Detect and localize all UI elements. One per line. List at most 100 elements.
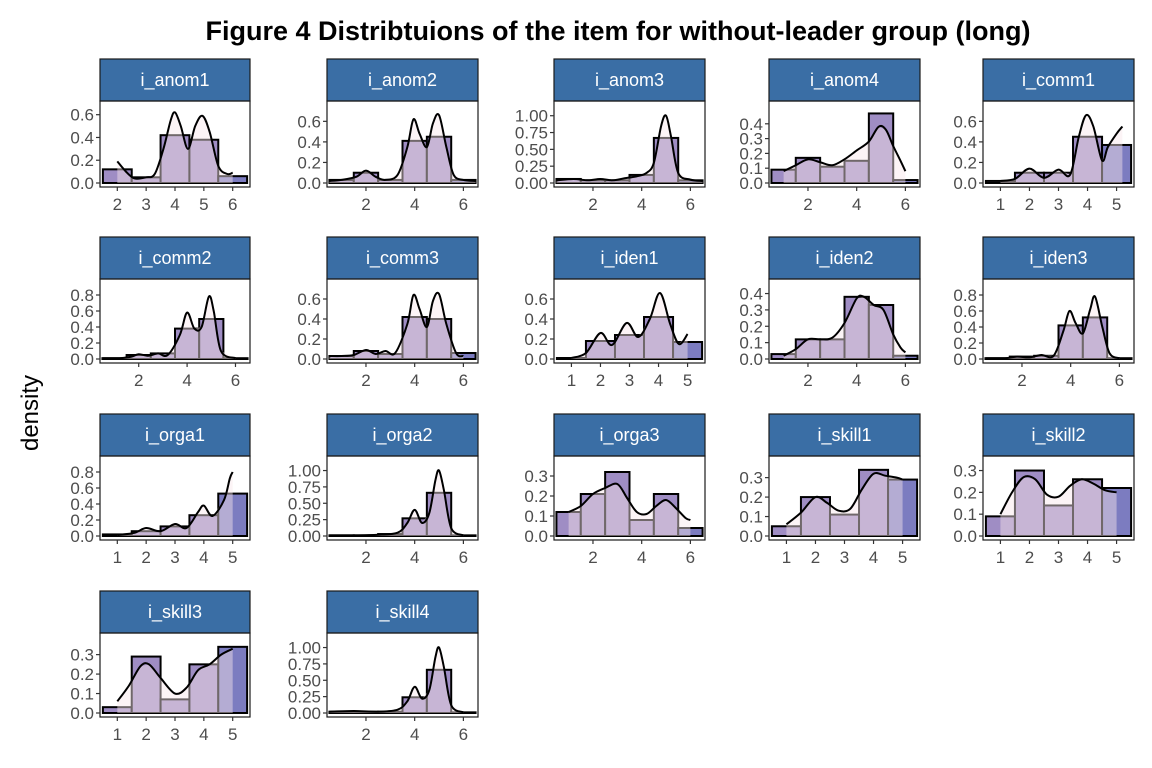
y-tick-label: 0.0 <box>739 527 763 546</box>
density-curve <box>329 113 476 182</box>
density-area <box>985 296 1120 359</box>
density-curve <box>329 291 464 358</box>
y-tick-label: 0.1 <box>70 685 94 704</box>
x-tick-label: 5 <box>898 548 907 567</box>
facet-panel-i_anom1: i_anom1 0.0 0.2 0.4 0.6 2 3 4 5 6 <box>70 58 251 214</box>
x-tick-label: 4 <box>170 195 179 214</box>
y-tick-label: 0.4 <box>70 318 94 337</box>
facet-strip <box>326 58 479 102</box>
x-tick-label: 2 <box>811 548 820 567</box>
y-tick-label: 0.0 <box>953 350 977 369</box>
facet-data <box>328 113 477 185</box>
y-tick-label: 0.8 <box>70 463 94 482</box>
y-tick-label: 0.2 <box>739 144 763 163</box>
density-area <box>783 126 906 183</box>
x-tick-label: 5 <box>199 195 208 214</box>
histogram-bar <box>613 334 646 360</box>
facet-data <box>770 112 919 185</box>
x-tick-label: 6 <box>459 548 468 567</box>
x-tick-label: 3 <box>170 548 179 567</box>
x-tick-label: 3 <box>141 195 150 214</box>
panel-border <box>982 278 1135 364</box>
y-tick-label: 0.2 <box>70 334 94 353</box>
histogram-bar <box>1042 504 1075 538</box>
x-tick-label: 2 <box>588 195 597 214</box>
y-tick-label: 0.8 <box>953 286 977 305</box>
y-tick-label: 0.6 <box>70 106 94 125</box>
y-tick-label: 0.3 <box>70 646 94 665</box>
x-tick-label: 2 <box>141 725 150 744</box>
y-tick-label: 0.00 <box>288 704 321 723</box>
panel-border <box>326 632 479 718</box>
y-tick-label: 0.75 <box>288 478 321 497</box>
y-tick-label: 0.6 <box>953 302 977 321</box>
facet-strip <box>99 58 251 102</box>
facet-strip <box>99 413 251 457</box>
y-tick-label: 0.1 <box>739 159 763 178</box>
density-curve <box>329 646 464 714</box>
facet-data <box>770 294 919 361</box>
density-area <box>329 294 464 359</box>
facet-data <box>984 295 1133 361</box>
density-curve <box>783 294 907 357</box>
panel-border <box>553 455 706 541</box>
facet-panel-i_orga3: i_orga3 0.00.10.20.3 2 4 6 <box>524 413 706 567</box>
y-tick-label: 0.4 <box>524 310 548 329</box>
histogram-bar <box>450 711 477 715</box>
histogram-bar <box>677 527 704 537</box>
density-area <box>329 115 476 183</box>
panel-border <box>99 278 251 364</box>
y-tick-label: 0.0 <box>70 704 94 723</box>
y-tick-label: 0.0 <box>524 350 548 369</box>
y-tick-label: 0.50 <box>288 494 321 513</box>
panel-border <box>326 278 479 364</box>
x-tick-label: 4 <box>410 195 419 214</box>
facet-data <box>101 471 249 538</box>
x-tick-label: 6 <box>459 195 468 214</box>
x-tick-label: 2 <box>803 371 812 390</box>
y-tick-label: 0.4 <box>739 115 763 134</box>
facet-strip-label: i_anom2 <box>368 70 437 91</box>
facet-data <box>770 468 919 538</box>
density-curve <box>1000 113 1124 182</box>
y-tick-label: 0.0 <box>70 174 94 193</box>
histogram-bar <box>1081 316 1109 360</box>
y-tick-label: 1.00 <box>288 462 321 481</box>
facet-panel-i_iden3: i_iden3 0.00.20.40.60.8 2 4 6 <box>953 236 1135 390</box>
facet-strip-label: i_anom4 <box>810 70 879 91</box>
panel-border <box>326 455 479 541</box>
facet-strip-label: i_iden2 <box>815 248 873 269</box>
facet-panel-i_skill3: i_skill3 0.00.10.20.3 1 2 3 4 5 <box>70 590 251 744</box>
y-tick-label: 0.50 <box>515 140 548 159</box>
x-tick-label: 4 <box>1066 371 1075 390</box>
facet-data <box>328 291 477 360</box>
facet-strip-label: i_iden3 <box>1029 248 1087 269</box>
facet-strip-label: i_comm3 <box>366 248 439 269</box>
facet-strip <box>99 236 251 280</box>
y-tick-label: 0.4 <box>739 285 763 304</box>
y-tick-label: 0.6 <box>70 302 94 321</box>
x-tick-label: 3 <box>840 548 849 567</box>
x-tick-label: 6 <box>1115 371 1124 390</box>
y-tick-label: 0.0 <box>953 527 977 546</box>
x-tick-label: 4 <box>1083 195 1092 214</box>
density-area <box>783 296 906 359</box>
y-tick-label: 0.6 <box>297 290 321 309</box>
facet-strip-label: i_orga2 <box>372 425 432 446</box>
histogram-bar <box>672 341 704 360</box>
y-tick-label: 0.4 <box>953 318 977 337</box>
x-tick-label: 2 <box>1017 371 1026 390</box>
facet-panel-i_orga2: i_orga2 0.000.250.500.751.00 2 4 6 <box>288 413 479 567</box>
y-tick-label: 0.25 <box>515 157 548 176</box>
x-tick-label: 4 <box>410 725 419 744</box>
y-tick-label: 0.8 <box>70 286 94 305</box>
histogram-bar <box>892 354 919 360</box>
x-tick-label: 4 <box>410 371 419 390</box>
x-tick-label: 2 <box>361 195 370 214</box>
y-tick-label: 0.00 <box>288 527 321 546</box>
facet-strip <box>553 58 706 102</box>
y-tick-label: 0.4 <box>70 128 94 147</box>
y-tick-label: 0.0 <box>70 527 94 546</box>
x-tick-label: 4 <box>199 548 208 567</box>
